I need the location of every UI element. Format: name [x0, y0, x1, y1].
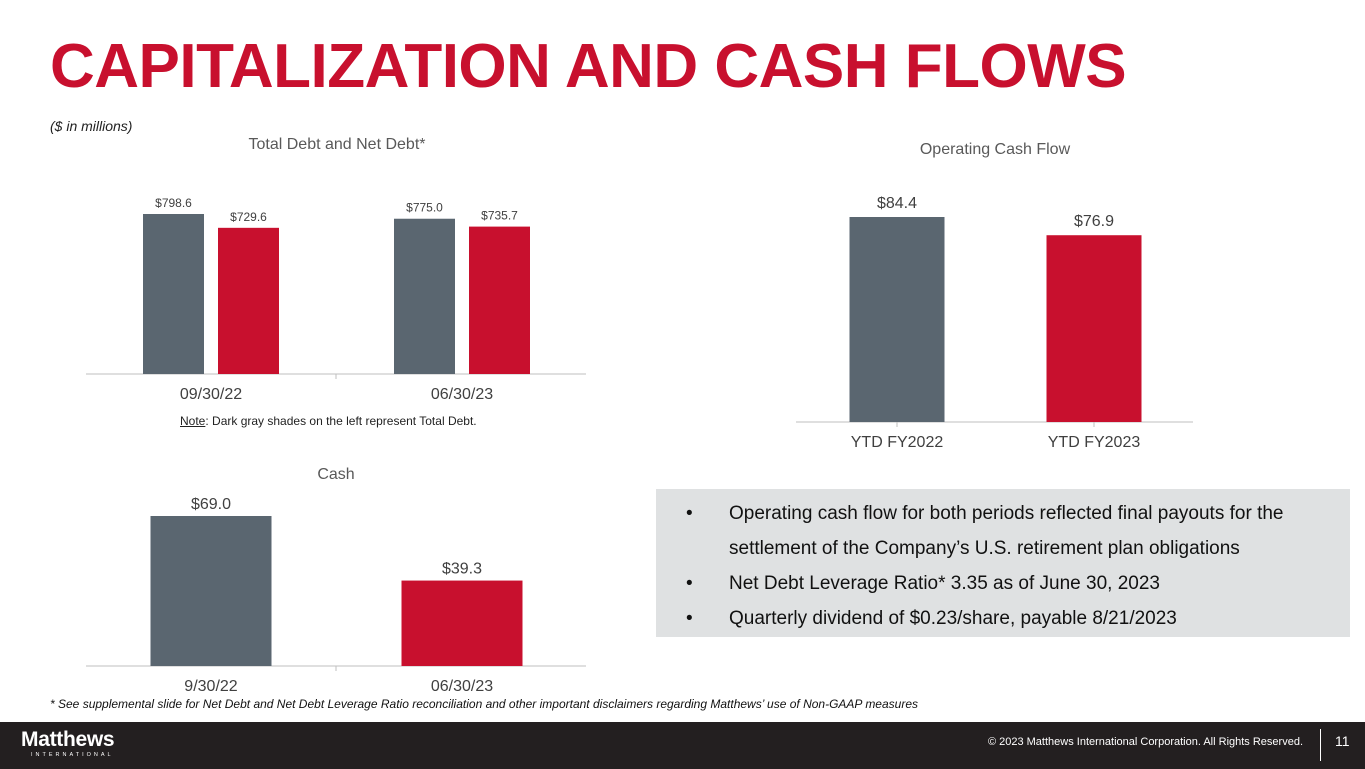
cash-category-label: 06/30/23 — [431, 678, 493, 695]
company-logo: Matthews — [21, 728, 115, 751]
units-label: ($ in millions) — [50, 118, 133, 134]
slide-title: CAPITALIZATION AND CASH FLOWS — [50, 32, 1127, 101]
cash-chart-title: Cash — [317, 466, 354, 483]
highlight-bullet: Quarterly dividend of $0.23/share, payab… — [686, 601, 1330, 636]
footer-divider — [1320, 729, 1321, 761]
debt-category-label: 09/30/22 — [180, 386, 242, 403]
ocf-bar — [1046, 235, 1142, 422]
copyright-text: © 2023 Matthews International Corporatio… — [987, 736, 1303, 748]
cash-data-label: $69.0 — [191, 496, 231, 513]
footer-bar: Matthews INTERNATIONAL © 2023 Matthews I… — [0, 722, 1365, 769]
debt-data-label: $735.7 — [481, 209, 518, 223]
debt-bar — [143, 214, 204, 374]
highlight-bullet: Net Debt Leverage Ratio* 3.35 as of June… — [686, 566, 1330, 601]
footnote: * See supplemental slide for Net Debt an… — [50, 697, 919, 711]
cash-bar — [401, 580, 523, 666]
note-label: Note — [180, 414, 206, 428]
ocf-data-label: $84.4 — [877, 195, 917, 212]
cash-data-label: $39.3 — [442, 561, 482, 578]
highlight-bullet: Operating cash flow for both periods ref… — [686, 496, 1330, 566]
debt-category-label: 06/30/23 — [431, 386, 493, 403]
cash-chart-svg: Cash $69.0 9/30/22 $39.3 06/30/23 — [86, 466, 586, 695]
total-debt-chart: Total Debt and Net Debt* $798.6 $729.6 09/3… — [80, 125, 600, 405]
ocf-category-label: YTD FY2022 — [851, 434, 944, 451]
highlights-list: Operating cash flow for both periods ref… — [686, 496, 1330, 636]
total-debt-chart-svg: Total Debt and Net Debt* $798.6 $729.6 09/3… — [86, 136, 586, 403]
operating-cash-flow-chart: Operating Cash Flow YTD FY2022 YTD FY2023 $… — [780, 130, 1210, 460]
company-logo-subtitle: INTERNATIONAL — [31, 752, 114, 758]
ocf-bar — [849, 217, 945, 422]
chart-note: Note: Dark gray shades on the left repre… — [180, 414, 477, 428]
cash-category-label: 9/30/22 — [184, 678, 237, 695]
ocf-data-label: $76.9 — [1074, 213, 1114, 230]
debt-data-label: $775.0 — [406, 201, 443, 215]
operating-cash-flow-chart-svg: Operating Cash Flow YTD FY2022 YTD FY2023 $… — [796, 141, 1193, 451]
highlights-callout: Operating cash flow for both periods ref… — [656, 489, 1350, 637]
debt-bar — [394, 218, 455, 374]
debt-data-label: $798.6 — [155, 196, 192, 210]
note-text: : Dark gray shades on the left represent… — [205, 414, 477, 428]
page-number: 11 — [1335, 733, 1350, 749]
ocf-category-label: YTD FY2023 — [1048, 434, 1141, 451]
cash-bar — [150, 516, 272, 666]
debt-chart-title: Total Debt and Net Debt* — [249, 136, 426, 153]
cash-chart: Cash $69.0 9/30/22 $39.3 06/30/23 — [80, 455, 600, 695]
debt-bar — [218, 227, 279, 374]
debt-data-label: $729.6 — [230, 210, 267, 224]
ocf-chart-title: Operating Cash Flow — [920, 141, 1071, 158]
debt-bar — [469, 226, 530, 374]
